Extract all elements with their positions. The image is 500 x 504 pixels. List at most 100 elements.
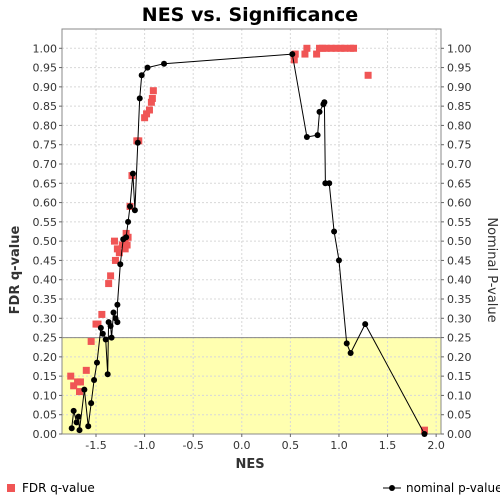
fdr-point (82, 366, 90, 374)
y-tick-label-left: 0.60 (33, 197, 58, 210)
y-tick-label-left: 0.75 (33, 139, 58, 152)
nominal-point (97, 324, 104, 331)
nominal-point (131, 207, 138, 214)
fdr-point (313, 50, 321, 58)
nominal-point (85, 423, 92, 430)
nominal-point (316, 108, 323, 115)
x-tick-label: 2.0 (427, 439, 445, 452)
fdr-point (113, 245, 121, 253)
fdr-point (110, 237, 118, 245)
x-tick-label: -1.0 (134, 439, 155, 452)
nominal-point (117, 261, 124, 268)
y-tick-label-right: 1.00 (447, 42, 472, 55)
nominal-point (144, 64, 151, 71)
nominal-point (326, 180, 333, 187)
fdr-point (75, 388, 83, 396)
significance-band (62, 337, 441, 434)
nominal-point (138, 72, 145, 79)
x-tick-label: 1.5 (379, 439, 397, 452)
y-tick-label-right: 0.60 (447, 197, 472, 210)
nominal-point (114, 301, 121, 308)
y-tick-label-left: 0.55 (33, 216, 58, 229)
nominal-point (303, 134, 310, 140)
nominal-point (362, 321, 369, 328)
y-tick-label-right: 0.15 (447, 370, 472, 383)
y-tick-label-left: 0.30 (33, 312, 58, 325)
nominal-point (129, 170, 136, 177)
nominal-point (321, 99, 328, 106)
fdr-point (337, 44, 345, 52)
y-tick-label-left: 0.45 (33, 254, 58, 267)
nominal-point (347, 350, 354, 356)
y-tick-label-right: 0.70 (447, 158, 472, 171)
nominal-point (136, 95, 143, 102)
nominal-point (107, 323, 114, 329)
fdr-point (145, 106, 153, 114)
x-tick-label: 1.0 (330, 439, 348, 452)
fdr-point (303, 44, 311, 52)
y-tick-label-left: 0.50 (33, 235, 58, 248)
y-tick-label-right: 0.45 (447, 254, 472, 267)
y-tick-label-left: 0.65 (33, 177, 58, 190)
x-tick-label: -0.5 (182, 439, 203, 452)
nominal-point (289, 51, 296, 58)
fdr-point (149, 87, 157, 95)
y-tick-label-right: 0.00 (447, 428, 472, 441)
y-axis-label-right: Nominal P-value (484, 217, 499, 322)
y-tick-label-right: 0.30 (447, 312, 472, 325)
y-tick-label-right: 0.40 (447, 274, 472, 287)
y-tick-label-right: 0.75 (447, 139, 472, 152)
fdr-point (94, 320, 102, 328)
y-tick-label-right: 0.50 (447, 235, 472, 248)
y-tick-label-left: 0.95 (33, 62, 58, 75)
fdr-point (76, 378, 84, 386)
fdr-point (87, 337, 95, 345)
fdr-point (143, 110, 151, 118)
y-tick-label-left: 0.00 (33, 428, 58, 441)
y-tick-label-left: 0.20 (33, 351, 58, 364)
fdr-point (350, 44, 358, 52)
fdr-point (327, 44, 335, 52)
legend-fdr-marker (7, 484, 15, 492)
x-tick-label: 0.5 (282, 439, 300, 452)
plot-area: 0.00 0.00 0.05 0.05 0.10 0.10 0.15 0.15 0.20 0.20… (33, 28, 472, 452)
nominal-point (134, 139, 141, 146)
nominal-point (108, 334, 115, 341)
y-tick-label-left: 0.40 (33, 274, 58, 287)
fdr-point (70, 382, 78, 390)
nominal-point (335, 257, 342, 264)
fdr-point (107, 272, 115, 280)
nominal-point (102, 336, 109, 343)
nominal-point (161, 60, 168, 67)
fdr-point (115, 249, 123, 257)
nominal-point (70, 407, 77, 414)
y-tick-label-right: 0.95 (447, 62, 472, 75)
legend-fdr-label: FDR q-value (22, 481, 95, 495)
y-tick-label-left: 0.25 (33, 332, 58, 345)
y-axis-label-left: FDR q-value (8, 225, 23, 314)
y-tick-label-right: 0.55 (447, 216, 472, 229)
fdr-point (290, 56, 298, 64)
y-tick-label-left: 0.05 (33, 409, 58, 422)
y-tick-label-right: 0.35 (447, 293, 472, 306)
fdr-point (105, 280, 113, 288)
fdr-point (67, 372, 75, 380)
legend-nominal-marker (389, 485, 395, 491)
y-tick-label-right: 0.80 (447, 119, 472, 132)
fdr-point (147, 98, 155, 106)
legend-nominal-label: nominal p-value (406, 481, 500, 495)
fdr-point (98, 310, 106, 318)
nominal-point (104, 371, 111, 378)
nominal-point (75, 413, 82, 420)
fdr-point (148, 94, 156, 102)
nominal-point (99, 330, 106, 337)
nominal-point (114, 319, 121, 326)
y-tick-label-right: 0.05 (447, 409, 472, 422)
y-tick-label-right: 0.25 (447, 332, 472, 345)
nominal-point (125, 218, 132, 225)
fdr-point (141, 114, 149, 122)
fdr-point (341, 44, 349, 52)
nominal-point (88, 400, 95, 407)
nominal-point (331, 228, 338, 235)
